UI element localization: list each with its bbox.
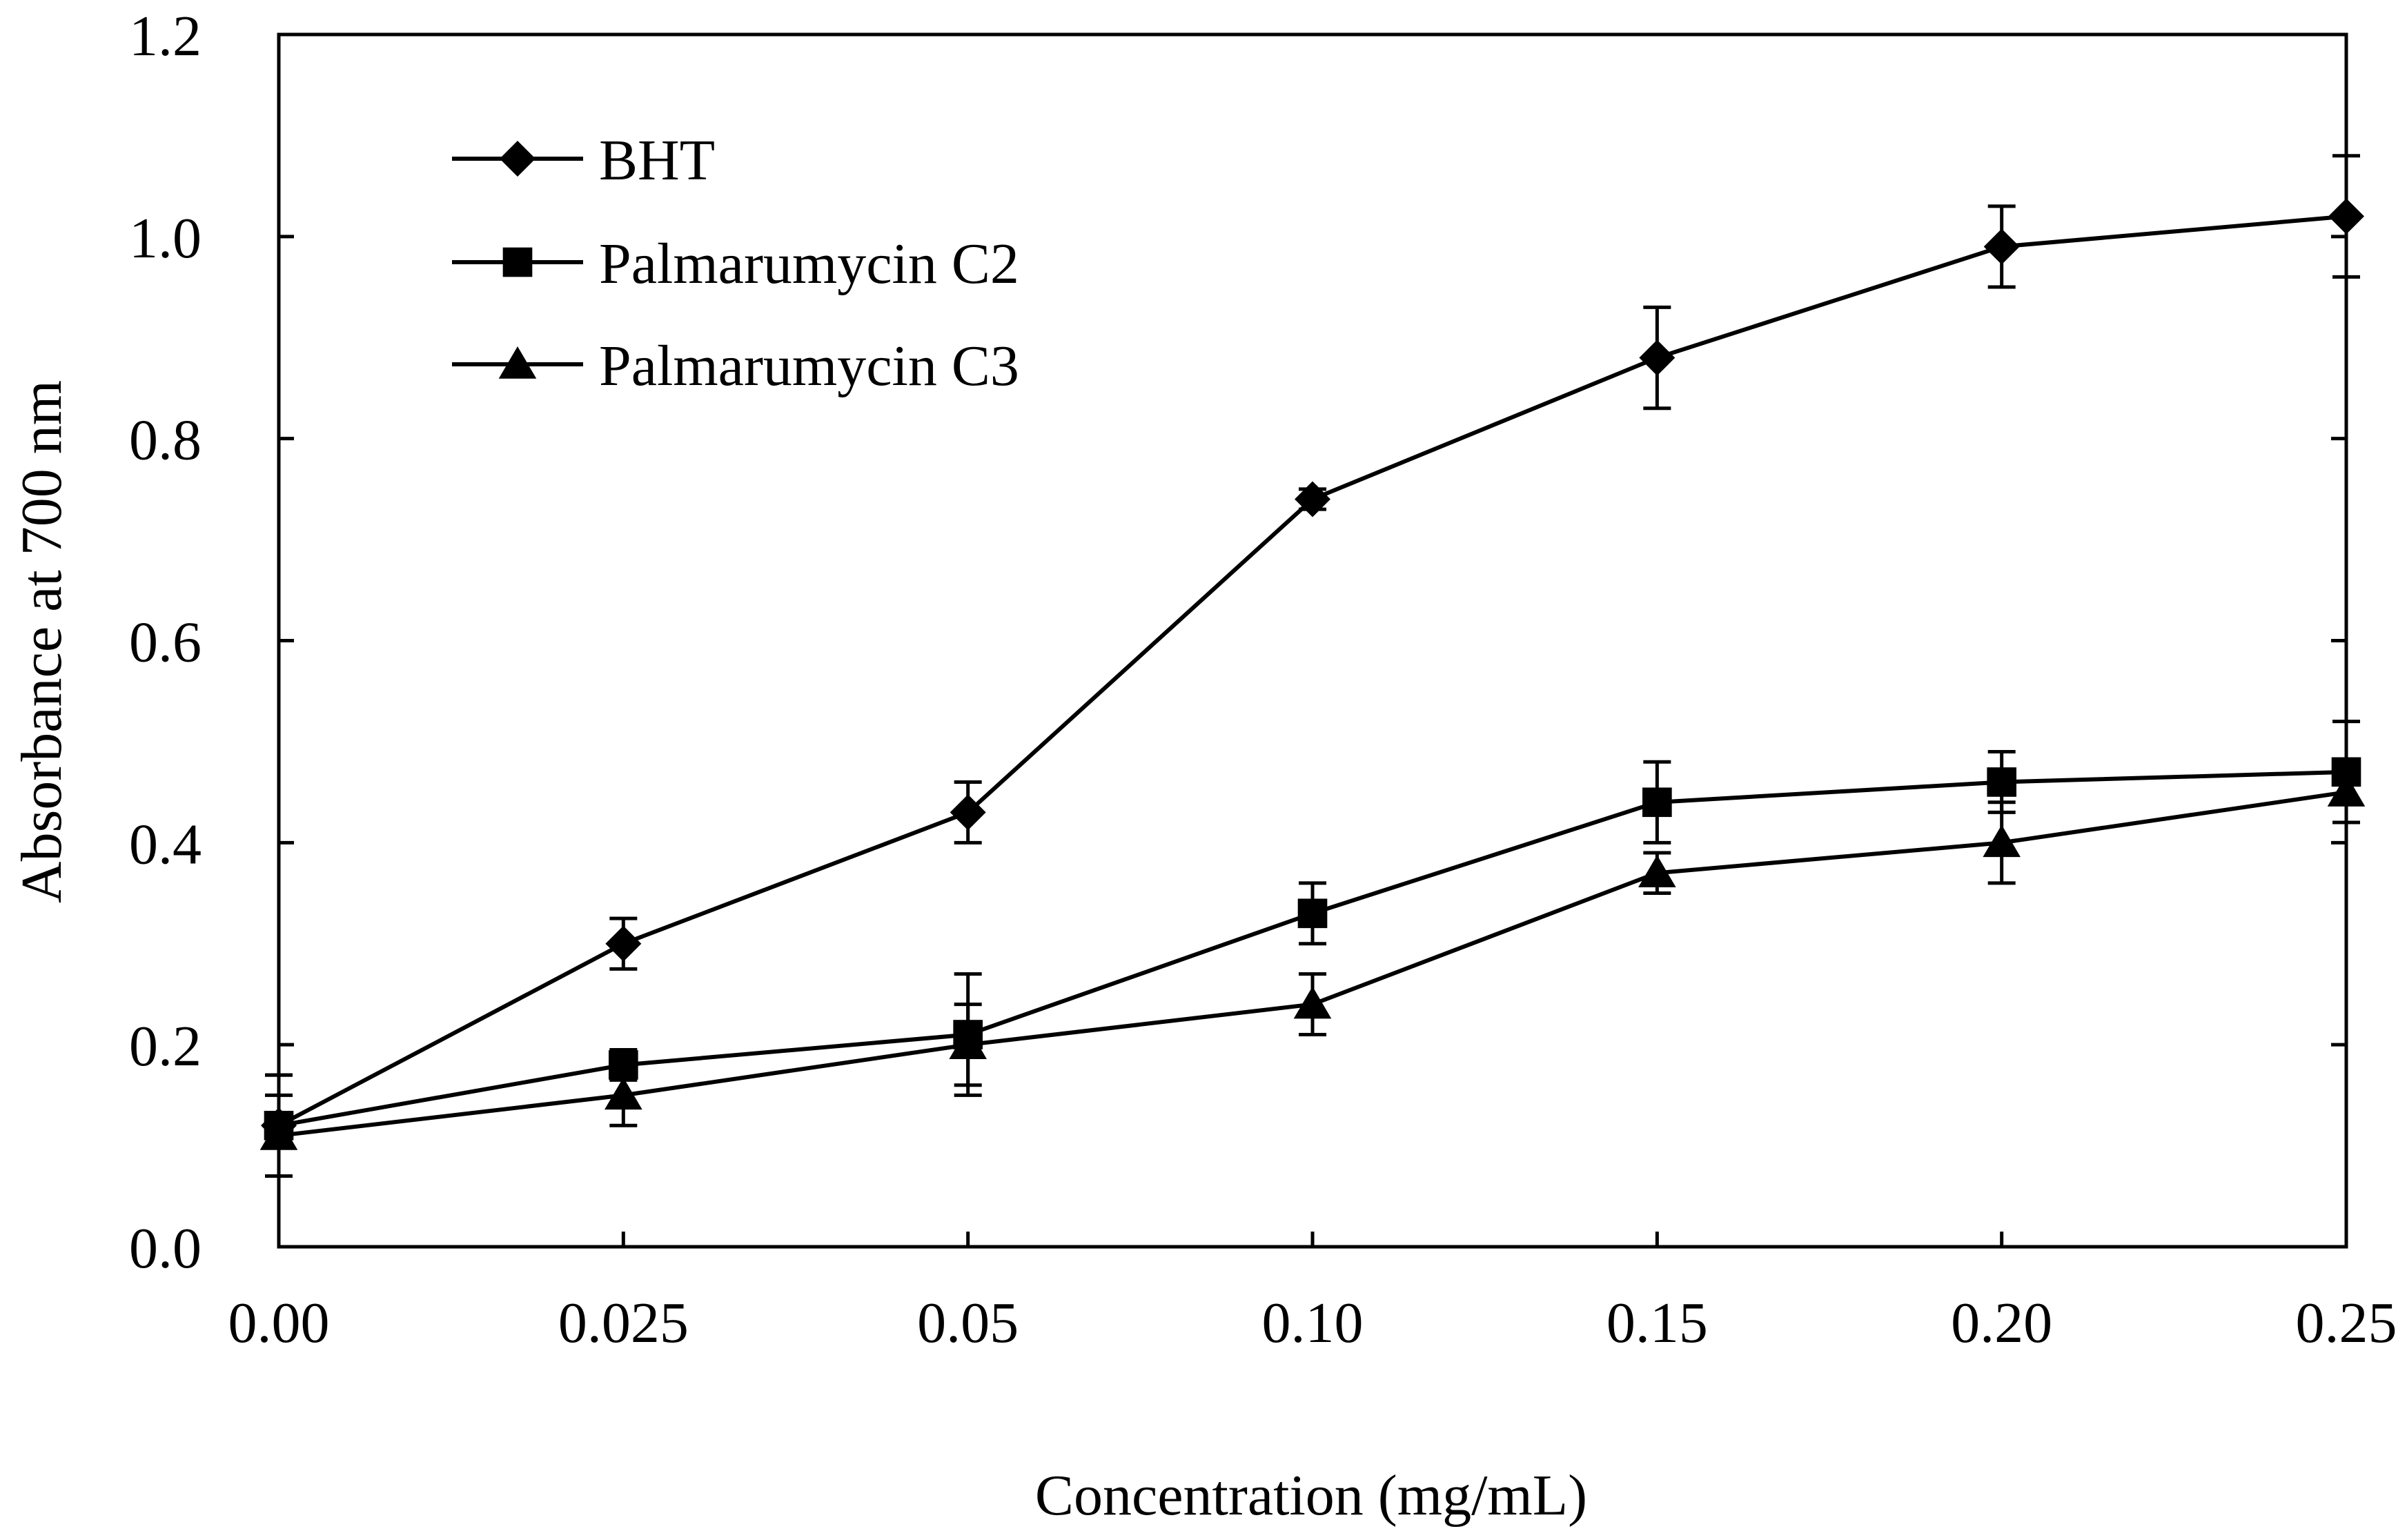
y-tick-label: 0.6: [129, 611, 202, 675]
y-tick-label: 0.2: [129, 1014, 202, 1078]
data-point-bht: [950, 794, 986, 831]
y-axis-title: Absorbance at 700 nm: [10, 380, 74, 903]
data-point-palmarumycin-c2: [1987, 767, 2016, 797]
x-tick-label: 0.05: [917, 1291, 1019, 1355]
x-tick-label: 0.10: [1262, 1291, 1364, 1355]
x-tick-label: 0.15: [1607, 1291, 1708, 1355]
x-tick-label: 0.00: [228, 1291, 330, 1355]
x-tick-label: 0.25: [2296, 1291, 2397, 1355]
y-tick-label: 0.8: [129, 408, 202, 473]
y-tick-label: 1.0: [129, 206, 202, 270]
x-tick-label: 0.20: [1951, 1291, 2052, 1355]
data-point-palmarumycin-c3: [949, 1027, 987, 1059]
data-point-bht: [1983, 228, 2020, 265]
legend-label-bht: BHT: [599, 128, 715, 192]
data-point-palmarumycin-c2: [1642, 787, 1672, 818]
data-point-bht: [605, 925, 642, 962]
x-tick-label: 0.025: [558, 1291, 689, 1355]
data-point-bht: [1295, 481, 1330, 517]
data-point-palmarumycin-c3: [259, 1117, 298, 1150]
legend-label-palmarumycin-c2: Palmarumycin C2: [599, 232, 1019, 296]
legend-marker-palmarumycin-c2: [502, 247, 533, 277]
x-axis-title: Concentration (mg/mL): [1035, 1463, 1587, 1528]
data-point-bht: [2328, 198, 2364, 235]
data-point-palmarumycin-c2: [1297, 898, 1328, 929]
legend-label-palmarumycin-c3: Palmarumycin C3: [599, 334, 1019, 398]
data-point-palmarumycin-c3: [2327, 774, 2366, 807]
data-point-palmarumycin-c3: [605, 1077, 642, 1110]
legend-marker-bht: [500, 141, 536, 177]
data-point-bht: [1639, 339, 1676, 376]
y-tick-label: 1.2: [129, 4, 202, 68]
data-point-palmarumycin-c3: [1293, 986, 1332, 1019]
y-tick-label: 0.4: [129, 812, 202, 876]
data-point-palmarumycin-c3: [1983, 825, 2021, 858]
legend-marker-palmarumycin-c3: [498, 346, 537, 379]
data-point-palmarumycin-c3: [1638, 855, 1676, 888]
y-tick-label: 0.0: [129, 1216, 202, 1281]
